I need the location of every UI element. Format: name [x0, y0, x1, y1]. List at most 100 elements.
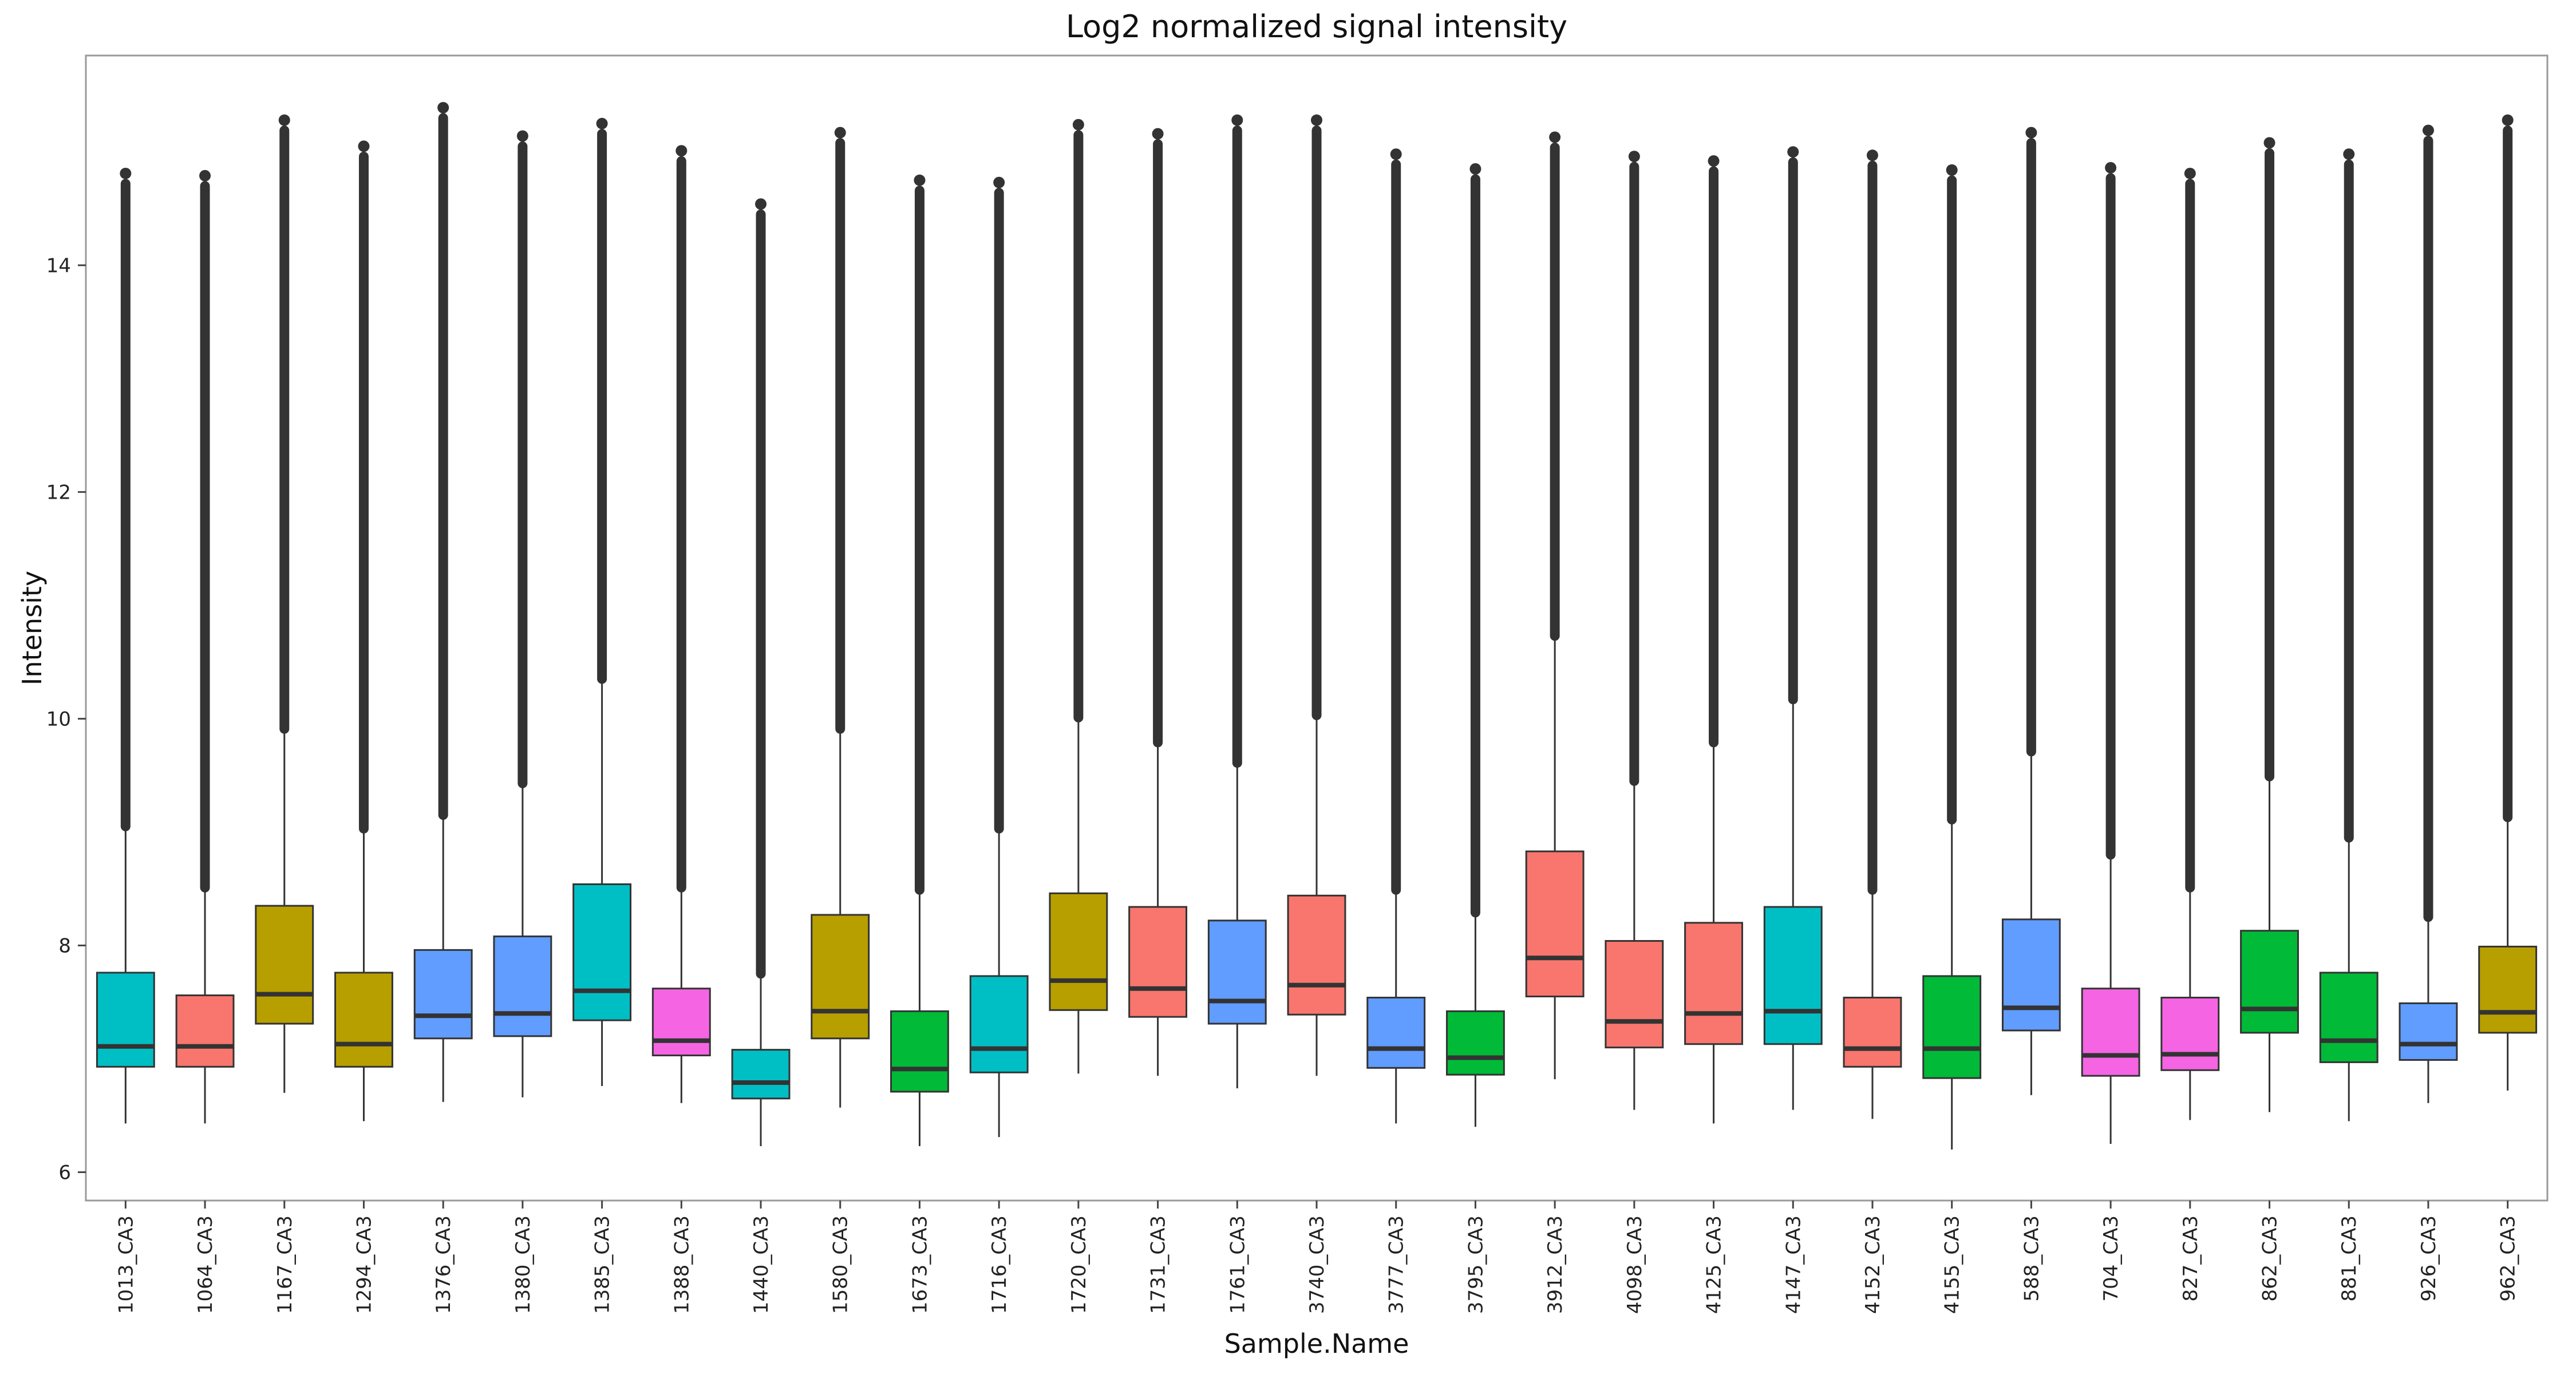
- x-tick-label: 1064_CA3: [194, 1215, 217, 1314]
- box-body: [1525, 850, 1585, 998]
- box-704_CA3: [2081, 858, 2140, 1144]
- box-body: [1207, 919, 1267, 1025]
- box-body: [1287, 894, 1346, 1016]
- outlier-point: [1628, 151, 1640, 163]
- outlier-point: [993, 176, 1005, 188]
- outlier-point: [2025, 127, 2037, 139]
- box-881_CA3: [2319, 841, 2379, 1122]
- x-tick-label: 3740_CA3: [1306, 1215, 1329, 1314]
- x-tick-label: 4147_CA3: [1782, 1215, 1805, 1314]
- outlier-point: [1549, 131, 1561, 143]
- outlier-point: [675, 145, 688, 157]
- x-tick-label: 862_CA3: [2259, 1215, 2282, 1302]
- outlier-point: [437, 102, 449, 114]
- box-body: [2081, 988, 2140, 1077]
- box-962_CA3: [2478, 820, 2538, 1091]
- box-body: [2399, 1002, 2458, 1061]
- box-1380_CA3: [493, 787, 552, 1097]
- box-body: [1445, 1010, 1505, 1076]
- box-1440_CA3: [731, 977, 791, 1146]
- x-tick-label: 4155_CA3: [1941, 1215, 1964, 1314]
- x-tick-label: 1731_CA3: [1147, 1215, 1170, 1314]
- y-axis-title: Intensity: [17, 571, 48, 685]
- box-588_CA3: [2001, 755, 2061, 1095]
- x-tick-label: 1167_CA3: [274, 1215, 297, 1314]
- box-body: [1843, 997, 1902, 1068]
- x-tick-label: 704_CA3: [2100, 1215, 2123, 1302]
- box-body: [1366, 997, 1426, 1069]
- box-body: [334, 972, 393, 1068]
- box-body: [2001, 918, 2061, 1032]
- y-tick-label: 8: [58, 934, 71, 957]
- box-1064_CA3: [175, 891, 235, 1124]
- box-body: [731, 1049, 791, 1100]
- outlier-point: [755, 198, 767, 210]
- box-body: [2478, 945, 2538, 1034]
- x-tick-label: 4125_CA3: [1703, 1215, 1726, 1314]
- x-tick-label: 1761_CA3: [1226, 1215, 1249, 1314]
- box-827_CA3: [2160, 891, 2220, 1120]
- x-tick-label: 1440_CA3: [750, 1215, 773, 1314]
- box-3740_CA3: [1287, 718, 1346, 1076]
- x-tick-label: 4152_CA3: [1862, 1215, 1884, 1314]
- box-body: [1049, 892, 1108, 1011]
- outlier-point: [278, 114, 290, 126]
- outlier-point: [1946, 164, 1958, 176]
- outlier-point: [2502, 114, 2514, 126]
- box-4147_CA3: [1763, 702, 1823, 1110]
- x-tick-label: 1720_CA3: [1068, 1215, 1091, 1314]
- x-tick-label: 926_CA3: [2417, 1215, 2440, 1302]
- y-tick-label: 12: [46, 481, 71, 504]
- box-4125_CA3: [1684, 745, 1743, 1124]
- box-1376_CA3: [413, 818, 473, 1102]
- box-body: [572, 883, 632, 1021]
- outlier-point: [1787, 146, 1799, 158]
- box-body: [1684, 922, 1743, 1045]
- box-1388_CA3: [651, 891, 711, 1103]
- outlier-layer: [120, 102, 2514, 979]
- chart-title: Log2 normalized signal intensity: [1066, 9, 1567, 45]
- outlier-point: [516, 130, 528, 142]
- box-body: [255, 905, 314, 1025]
- outlier-point: [1072, 119, 1084, 131]
- outlier-point: [1390, 148, 1402, 160]
- box-body: [890, 1010, 949, 1093]
- x-tick-label: 1580_CA3: [829, 1215, 852, 1314]
- x-tick-label: 3795_CA3: [1464, 1215, 1487, 1314]
- outlier-point: [596, 117, 608, 129]
- box-1013_CA3: [96, 830, 155, 1124]
- outlier-point: [1866, 149, 1878, 161]
- outlier-point: [120, 167, 132, 179]
- box-4155_CA3: [1922, 823, 1982, 1150]
- outlier-point: [2263, 137, 2275, 149]
- box-body: [413, 949, 473, 1040]
- y-tick-label: 10: [46, 708, 71, 731]
- box-926_CA3: [2399, 920, 2458, 1103]
- box-body: [2160, 997, 2220, 1071]
- box-1167_CA3: [255, 732, 314, 1093]
- outlier-point: [1152, 128, 1164, 140]
- x-tick-label: 3777_CA3: [1385, 1215, 1408, 1314]
- box-body: [1605, 940, 1664, 1049]
- x-tick-label: 1385_CA3: [591, 1215, 614, 1314]
- x-tick-label: 3912_CA3: [1544, 1215, 1567, 1314]
- box-body: [2319, 972, 2379, 1063]
- outlier-point: [358, 140, 370, 152]
- box-body: [1763, 906, 1823, 1045]
- box-1580_CA3: [811, 732, 870, 1108]
- box-body: [1128, 906, 1188, 1018]
- x-axis: 1013_CA3 1064_CA3 1167_CA3 1294_CA3 1376_CA3…: [114, 1201, 2520, 1314]
- box-3912_CA3: [1525, 639, 1585, 1080]
- x-tick-label: 1388_CA3: [670, 1215, 693, 1314]
- y-tick-label: 14: [46, 254, 71, 277]
- box-body: [175, 994, 235, 1068]
- box-body: [969, 975, 1029, 1073]
- outlier-point: [2184, 167, 2196, 179]
- outlier-point: [914, 174, 926, 186]
- box-1716_CA3: [969, 832, 1029, 1138]
- x-tick-label: 1013_CA3: [114, 1215, 137, 1314]
- box-layer: [96, 639, 2538, 1150]
- box-1761_CA3: [1207, 766, 1267, 1088]
- y-axis: 6 8 10 12 14: [46, 254, 86, 1184]
- box-body: [1922, 975, 1982, 1079]
